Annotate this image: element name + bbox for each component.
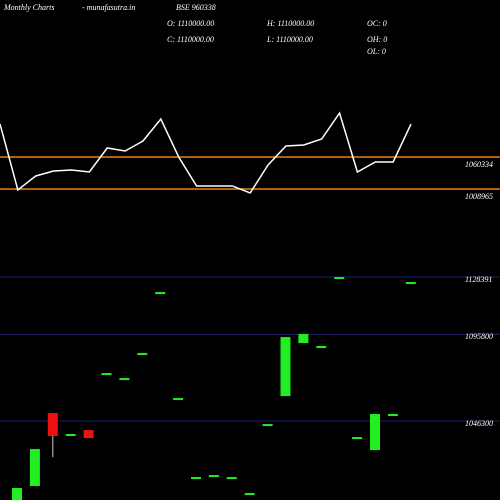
candle-body	[334, 277, 345, 280]
candle-body	[387, 414, 398, 417]
candle-body	[47, 413, 58, 437]
level-label: 1060334	[465, 160, 493, 169]
level-label: 1046300	[465, 419, 493, 428]
chart-title: Monthly Charts	[3, 3, 54, 12]
candle-body	[208, 475, 219, 478]
stat: H: 1110000.00	[266, 19, 314, 28]
candle-body	[370, 414, 380, 451]
level-label: 1095800	[465, 332, 493, 341]
level-label: 1128391	[465, 275, 492, 284]
candle-body	[119, 378, 130, 381]
stat: OL: 0	[367, 47, 386, 56]
candle-body	[316, 346, 327, 349]
price-line	[0, 111, 412, 194]
candle-body	[12, 488, 22, 500]
candle-body	[29, 449, 40, 487]
candle-body	[83, 430, 94, 439]
candle-body	[191, 477, 201, 480]
stat: C: 1110000.00	[167, 35, 214, 44]
candle-body	[173, 398, 184, 401]
candle-body	[155, 292, 166, 295]
candle-body	[280, 337, 291, 397]
chart-subtitle: - munafasutra.in	[82, 3, 135, 12]
candle-body	[244, 493, 255, 496]
candle-body	[226, 477, 237, 480]
symbol: BSE 960338	[176, 3, 216, 12]
stat: OH: 0	[367, 35, 387, 44]
candle-body	[298, 334, 309, 344]
candle-body	[262, 424, 273, 427]
candle-body	[137, 353, 148, 356]
stat: L: 1110000.00	[266, 35, 313, 44]
level-label: 1008965	[465, 192, 493, 201]
candle-body	[405, 282, 416, 285]
candle-body	[352, 437, 363, 440]
stat: O: 1110000.00	[167, 19, 214, 28]
candle-body	[101, 373, 112, 376]
candle-body	[65, 434, 76, 437]
stat: OC: 0	[367, 19, 387, 28]
